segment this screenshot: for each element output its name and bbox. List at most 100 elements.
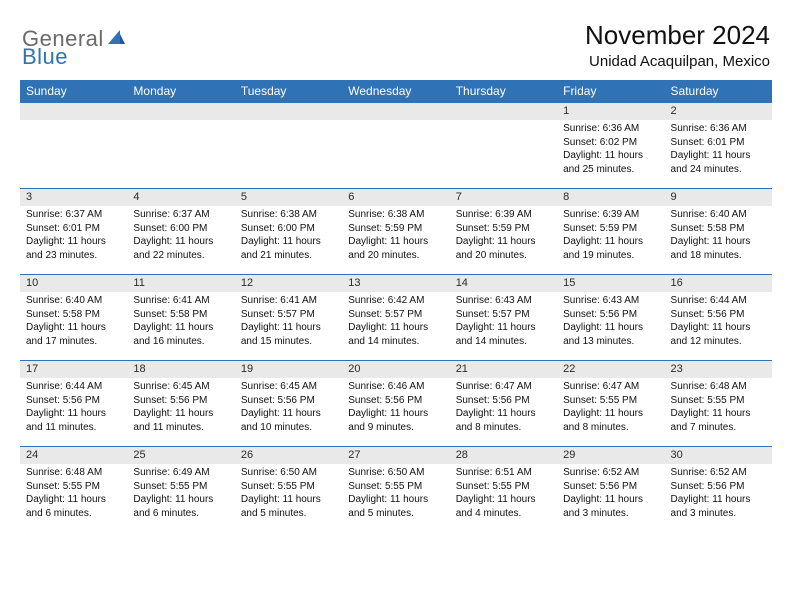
calendar-cell: 9Sunrise: 6:40 AMSunset: 5:58 PMDaylight…: [665, 189, 772, 275]
day-number: 2: [665, 103, 772, 120]
day-number: 24: [20, 447, 127, 464]
day-header: Tuesday: [235, 80, 342, 103]
calendar-cell: 5Sunrise: 6:38 AMSunset: 6:00 PMDaylight…: [235, 189, 342, 275]
day-number: 19: [235, 361, 342, 378]
day-header: Thursday: [450, 80, 557, 103]
calendar-cell: 16Sunrise: 6:44 AMSunset: 5:56 PMDayligh…: [665, 275, 772, 361]
day-number: 8: [557, 189, 664, 206]
calendar-cell: 28Sunrise: 6:51 AMSunset: 5:55 PMDayligh…: [450, 447, 557, 533]
calendar-cell: 18Sunrise: 6:45 AMSunset: 5:56 PMDayligh…: [127, 361, 234, 447]
day-number: 15: [557, 275, 664, 292]
day-number: 20: [342, 361, 449, 378]
day-detail: Sunrise: 6:48 AMSunset: 5:55 PMDaylight:…: [20, 464, 127, 524]
calendar-cell: 15Sunrise: 6:43 AMSunset: 5:56 PMDayligh…: [557, 275, 664, 361]
day-header-row: SundayMondayTuesdayWednesdayThursdayFrid…: [20, 80, 772, 103]
day-number: 26: [235, 447, 342, 464]
day-number: 12: [235, 275, 342, 292]
calendar-cell: 19Sunrise: 6:45 AMSunset: 5:56 PMDayligh…: [235, 361, 342, 447]
page-header: General November 2024 Unidad Acaquilpan,…: [20, 20, 772, 70]
calendar-cell: 23Sunrise: 6:48 AMSunset: 5:55 PMDayligh…: [665, 361, 772, 447]
calendar-cell-empty: [20, 103, 127, 189]
day-detail: Sunrise: 6:52 AMSunset: 5:56 PMDaylight:…: [665, 464, 772, 524]
calendar-cell: 17Sunrise: 6:44 AMSunset: 5:56 PMDayligh…: [20, 361, 127, 447]
calendar-cell: 20Sunrise: 6:46 AMSunset: 5:56 PMDayligh…: [342, 361, 449, 447]
day-detail: Sunrise: 6:37 AMSunset: 6:00 PMDaylight:…: [127, 206, 234, 266]
day-detail: Sunrise: 6:42 AMSunset: 5:57 PMDaylight:…: [342, 292, 449, 352]
day-number: 10: [20, 275, 127, 292]
day-number: 3: [20, 189, 127, 206]
calendar-cell-empty: [127, 103, 234, 189]
brand-part2: Blue: [22, 44, 68, 70]
day-detail: Sunrise: 6:45 AMSunset: 5:56 PMDaylight:…: [127, 378, 234, 438]
title-block: November 2024 Unidad Acaquilpan, Mexico: [585, 20, 770, 70]
calendar-cell: 3Sunrise: 6:37 AMSunset: 6:01 PMDaylight…: [20, 189, 127, 275]
day-detail: Sunrise: 6:36 AMSunset: 6:02 PMDaylight:…: [557, 120, 664, 180]
calendar-cell: 12Sunrise: 6:41 AMSunset: 5:57 PMDayligh…: [235, 275, 342, 361]
day-detail: Sunrise: 6:52 AMSunset: 5:56 PMDaylight:…: [557, 464, 664, 524]
calendar-head: SundayMondayTuesdayWednesdayThursdayFrid…: [20, 80, 772, 103]
calendar-row: 10Sunrise: 6:40 AMSunset: 5:58 PMDayligh…: [20, 275, 772, 361]
calendar-cell: 1Sunrise: 6:36 AMSunset: 6:02 PMDaylight…: [557, 103, 664, 189]
day-detail: Sunrise: 6:47 AMSunset: 5:56 PMDaylight:…: [450, 378, 557, 438]
day-number: 22: [557, 361, 664, 378]
day-number: 21: [450, 361, 557, 378]
calendar-cell: 30Sunrise: 6:52 AMSunset: 5:56 PMDayligh…: [665, 447, 772, 533]
day-detail: Sunrise: 6:40 AMSunset: 5:58 PMDaylight:…: [665, 206, 772, 266]
day-number: 6: [342, 189, 449, 206]
calendar-cell: 11Sunrise: 6:41 AMSunset: 5:58 PMDayligh…: [127, 275, 234, 361]
calendar-cell: 4Sunrise: 6:37 AMSunset: 6:00 PMDaylight…: [127, 189, 234, 275]
calendar-cell: 13Sunrise: 6:42 AMSunset: 5:57 PMDayligh…: [342, 275, 449, 361]
day-number: 27: [342, 447, 449, 464]
day-number: 18: [127, 361, 234, 378]
day-detail: Sunrise: 6:41 AMSunset: 5:57 PMDaylight:…: [235, 292, 342, 352]
day-header: Saturday: [665, 80, 772, 103]
calendar-cell: 8Sunrise: 6:39 AMSunset: 5:59 PMDaylight…: [557, 189, 664, 275]
day-detail: Sunrise: 6:47 AMSunset: 5:55 PMDaylight:…: [557, 378, 664, 438]
day-detail: Sunrise: 6:41 AMSunset: 5:58 PMDaylight:…: [127, 292, 234, 352]
day-number: 4: [127, 189, 234, 206]
calendar-body: 1Sunrise: 6:36 AMSunset: 6:02 PMDaylight…: [20, 103, 772, 533]
day-detail: Sunrise: 6:45 AMSunset: 5:56 PMDaylight:…: [235, 378, 342, 438]
calendar-cell: 24Sunrise: 6:48 AMSunset: 5:55 PMDayligh…: [20, 447, 127, 533]
calendar-cell: 27Sunrise: 6:50 AMSunset: 5:55 PMDayligh…: [342, 447, 449, 533]
calendar-row: 24Sunrise: 6:48 AMSunset: 5:55 PMDayligh…: [20, 447, 772, 533]
day-detail: Sunrise: 6:44 AMSunset: 5:56 PMDaylight:…: [20, 378, 127, 438]
day-detail: Sunrise: 6:50 AMSunset: 5:55 PMDaylight:…: [342, 464, 449, 524]
month-title: November 2024: [585, 20, 770, 51]
day-detail: Sunrise: 6:38 AMSunset: 5:59 PMDaylight:…: [342, 206, 449, 266]
calendar-table: SundayMondayTuesdayWednesdayThursdayFrid…: [20, 80, 772, 533]
day-number: 9: [665, 189, 772, 206]
day-detail: Sunrise: 6:43 AMSunset: 5:57 PMDaylight:…: [450, 292, 557, 352]
calendar-cell: 25Sunrise: 6:49 AMSunset: 5:55 PMDayligh…: [127, 447, 234, 533]
day-header: Sunday: [20, 80, 127, 103]
day-number: 14: [450, 275, 557, 292]
day-number: 30: [665, 447, 772, 464]
day-number: 13: [342, 275, 449, 292]
calendar-cell-empty: [450, 103, 557, 189]
day-detail: Sunrise: 6:40 AMSunset: 5:58 PMDaylight:…: [20, 292, 127, 352]
calendar-cell: 22Sunrise: 6:47 AMSunset: 5:55 PMDayligh…: [557, 361, 664, 447]
calendar-row: 17Sunrise: 6:44 AMSunset: 5:56 PMDayligh…: [20, 361, 772, 447]
day-number-empty: [342, 103, 449, 120]
day-number-empty: [450, 103, 557, 120]
day-number: 25: [127, 447, 234, 464]
calendar-cell-empty: [342, 103, 449, 189]
day-detail: Sunrise: 6:49 AMSunset: 5:55 PMDaylight:…: [127, 464, 234, 524]
day-number: 17: [20, 361, 127, 378]
day-number: 11: [127, 275, 234, 292]
day-number-empty: [20, 103, 127, 120]
day-number: 16: [665, 275, 772, 292]
calendar-page: General November 2024 Unidad Acaquilpan,…: [0, 0, 792, 543]
calendar-row: 3Sunrise: 6:37 AMSunset: 6:01 PMDaylight…: [20, 189, 772, 275]
day-number-empty: [235, 103, 342, 120]
day-detail: Sunrise: 6:50 AMSunset: 5:55 PMDaylight:…: [235, 464, 342, 524]
day-number: 7: [450, 189, 557, 206]
day-number: 28: [450, 447, 557, 464]
day-header: Monday: [127, 80, 234, 103]
day-header: Wednesday: [342, 80, 449, 103]
day-number: 5: [235, 189, 342, 206]
day-detail: Sunrise: 6:37 AMSunset: 6:01 PMDaylight:…: [20, 206, 127, 266]
calendar-cell: 14Sunrise: 6:43 AMSunset: 5:57 PMDayligh…: [450, 275, 557, 361]
day-detail: Sunrise: 6:51 AMSunset: 5:55 PMDaylight:…: [450, 464, 557, 524]
day-number: 29: [557, 447, 664, 464]
